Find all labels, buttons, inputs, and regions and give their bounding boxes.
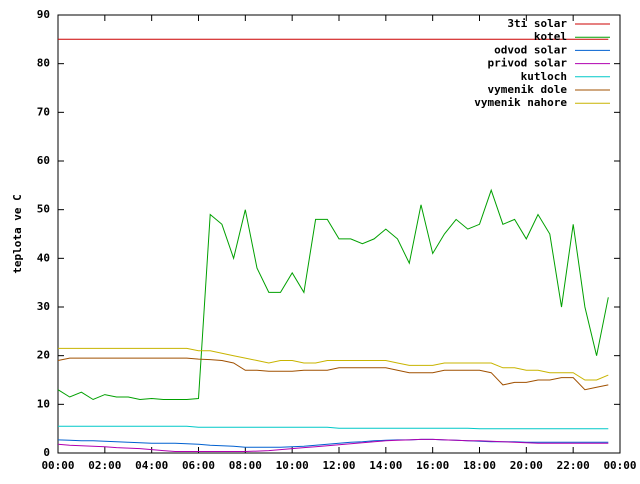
y-axis-label: teplota ve C <box>11 194 24 273</box>
plot-border <box>57 14 621 454</box>
legend-label: kotel <box>534 30 567 43</box>
legend-label: vymenik nahore <box>474 96 567 109</box>
legend-label: 3ti solar <box>507 17 567 30</box>
x-tick-label: 06:00 <box>182 459 215 472</box>
x-tick-label: 10:00 <box>276 459 309 472</box>
x-tick-label: 16:00 <box>416 459 449 472</box>
y-tick-label: 80 <box>37 57 50 70</box>
legend-label: vymenik dole <box>488 83 568 96</box>
y-tick-label: 10 <box>37 397 50 410</box>
x-tick-label: 04:00 <box>135 459 168 472</box>
legend-label: odvod solar <box>494 43 567 56</box>
x-tick-label: 08:00 <box>229 459 262 472</box>
y-tick-label: 60 <box>37 154 50 167</box>
series-line <box>58 347 609 381</box>
x-tick-label: 22:00 <box>557 459 590 472</box>
x-tick-label: 02:00 <box>88 459 121 472</box>
series-line <box>57 188 609 401</box>
x-tick-label: 14:00 <box>369 459 402 472</box>
y-tick-label: 30 <box>37 300 50 313</box>
y-tick-label: 50 <box>37 203 50 216</box>
x-tick-label: 20:00 <box>510 459 543 472</box>
y-tick-label: 70 <box>37 105 50 118</box>
series-line <box>57 438 609 452</box>
y-tick-label: 90 <box>37 8 50 21</box>
x-tick-label: 12:00 <box>322 459 355 472</box>
series-line <box>58 425 609 430</box>
x-tick-label: 18:00 <box>463 459 496 472</box>
legend-label: privod solar <box>488 57 568 70</box>
y-tick-label: 0 <box>43 446 50 459</box>
x-tick-label: 00:00 <box>41 459 74 472</box>
legend-label: kutloch <box>521 70 567 83</box>
x-tick-label: 00:00 <box>603 459 636 472</box>
y-tick-label: 40 <box>37 251 50 264</box>
series-line <box>57 357 609 391</box>
y-tick-label: 20 <box>37 349 50 362</box>
